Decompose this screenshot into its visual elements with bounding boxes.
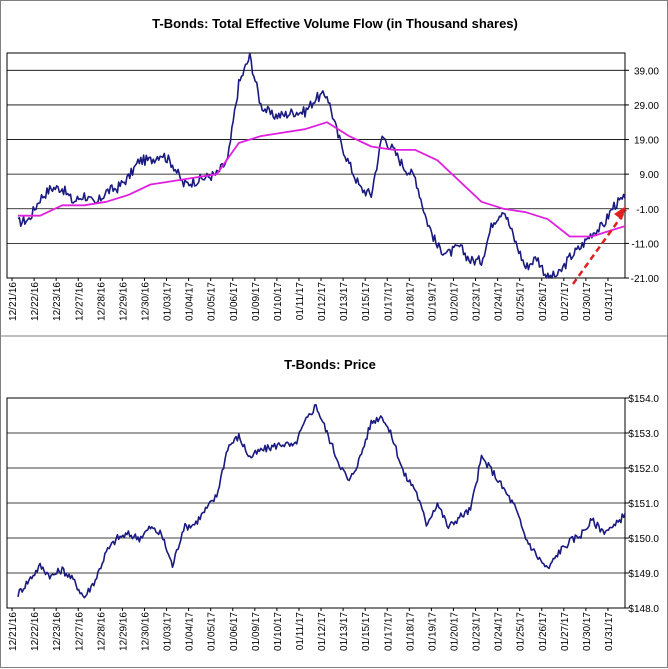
x-tick-label: 01/24/17 (494, 612, 505, 651)
series-line (18, 121, 626, 238)
x-tick-label: 01/13/17 (339, 282, 350, 321)
x-tick-label: 01/11/17 (295, 282, 306, 321)
x-tick-labels: 12/21/16 12/22/16 12/23/16 12/27/16 12/28/16… (8, 608, 615, 651)
x-tick-label: 01/06/17 (229, 282, 240, 321)
x-tick-label: 12/30/16 (140, 282, 151, 321)
gridlines (7, 397, 629, 609)
y-tick-label: $148.0 (628, 604, 659, 615)
y-tick-label: 9.00 (640, 170, 660, 181)
chart-title: T-Bonds: Total Effective Volume Flow (in… (152, 16, 518, 31)
y-tick-label: -21.00 (631, 274, 660, 285)
x-tick-label: 01/31/17 (604, 612, 615, 651)
x-tick-label: 01/10/17 (273, 282, 284, 321)
x-tick-label: 01/25/17 (516, 612, 527, 651)
y-tick-labels: 39.00 29.00 19.00 9.00 -1.00 -11.00 -21.00 (631, 66, 660, 285)
series-line (17, 52, 626, 279)
x-tick-label: 01/30/17 (582, 612, 593, 651)
x-tick-label: 01/23/17 (472, 612, 483, 651)
x-tick-label: 01/30/17 (582, 282, 593, 321)
x-tick-label: 12/23/16 (52, 282, 63, 321)
x-tick-label: 01/05/17 (207, 282, 218, 321)
x-tick-label: 12/21/16 (8, 282, 19, 321)
x-tick-label: 01/17/17 (383, 612, 394, 651)
x-tick-label: 01/15/17 (361, 612, 372, 651)
x-tick-label: 01/19/17 (427, 282, 438, 321)
y-tick-label: 19.00 (634, 136, 659, 147)
x-tick-label: 01/27/17 (560, 282, 571, 321)
chart-title: T-Bonds: Price (284, 357, 376, 372)
x-tick-label: 12/27/16 (74, 612, 85, 651)
x-tick-label: 01/27/17 (560, 612, 571, 651)
x-tick-label: 01/05/17 (207, 612, 218, 651)
gridlines (7, 69, 629, 279)
x-tick-label: 01/10/17 (273, 612, 284, 651)
x-tick-label: 12/22/16 (30, 282, 41, 321)
x-tick-label: 01/25/17 (516, 282, 527, 321)
x-tick-label: 12/22/16 (30, 612, 41, 651)
x-tick-label: 01/20/17 (449, 282, 460, 321)
x-tick-label: 01/12/17 (317, 612, 328, 651)
y-tick-labels: $154.0 $153.0 $152.0 $151.0 $150.0 $149.0 $148… (628, 394, 659, 615)
x-tick-label: 12/27/16 (74, 282, 85, 321)
x-tick-label: 12/28/16 (96, 282, 107, 321)
trend-arrow-line (571, 209, 628, 285)
x-tick-label: 01/23/17 (472, 282, 483, 321)
y-tick-label: $152.0 (628, 464, 659, 475)
y-tick-label: -11.00 (631, 239, 659, 250)
x-tick-label: 12/28/16 (96, 612, 107, 651)
y-tick-label: 39.00 (634, 66, 659, 77)
x-tick-label: 01/20/17 (449, 612, 460, 651)
y-tick-label: -1.00 (636, 205, 659, 216)
x-tick-label: 01/12/17 (317, 282, 328, 321)
y-tick-label: $153.0 (628, 429, 659, 440)
x-tick-label: 01/09/17 (251, 282, 262, 321)
x-tick-label: 01/18/17 (405, 282, 416, 321)
x-tick-label: 01/04/17 (185, 612, 196, 651)
x-tick-label: 12/23/16 (52, 612, 63, 651)
y-tick-label: $154.0 (628, 394, 659, 405)
x-tick-label: 01/04/17 (185, 282, 196, 321)
price-chart: T-Bonds: Price $154.0$153.0$152.0$151.0$… (6, 357, 659, 651)
x-tick-label: 01/15/17 (361, 282, 372, 321)
x-tick-label: 01/03/17 (163, 612, 174, 651)
y-tick-label: 29.00 (634, 101, 659, 112)
x-tick-label: 01/26/17 (538, 612, 549, 651)
y-tick-label: $151.0 (628, 499, 659, 510)
x-tick-labels: 12/21/16 12/22/16 12/23/16 12/27/16 12/28/16… (8, 278, 615, 321)
y-tick-label: $150.0 (628, 534, 659, 545)
series-lines (17, 52, 626, 279)
x-tick-label: 01/13/17 (339, 612, 350, 651)
trend-arrow-head (614, 206, 626, 220)
x-tick-label: 12/29/16 (118, 612, 129, 651)
x-tick-label: 12/29/16 (118, 282, 129, 321)
x-tick-label: 12/21/16 (8, 612, 19, 651)
x-tick-label: 01/19/17 (427, 612, 438, 651)
x-tick-label: 01/11/17 (295, 612, 306, 651)
series-lines (17, 404, 626, 599)
y-tick-label: $149.0 (628, 569, 659, 580)
x-tick-label: 01/06/17 (229, 612, 240, 651)
x-tick-label: 01/03/17 (163, 282, 174, 321)
x-tick-label: 01/24/17 (494, 282, 505, 321)
volume-flow-chart: T-Bonds: Total Effective Volume Flow (in… (1, 16, 667, 337)
x-tick-label: 01/17/17 (383, 282, 394, 321)
x-tick-label: 01/26/17 (538, 282, 549, 321)
x-tick-label: 12/30/16 (140, 612, 151, 651)
series-line (17, 404, 626, 599)
plot-area (6, 52, 626, 279)
x-tick-label: 01/09/17 (251, 612, 262, 651)
x-tick-label: 01/18/17 (405, 612, 416, 651)
x-tick-label: 01/31/17 (604, 282, 615, 321)
